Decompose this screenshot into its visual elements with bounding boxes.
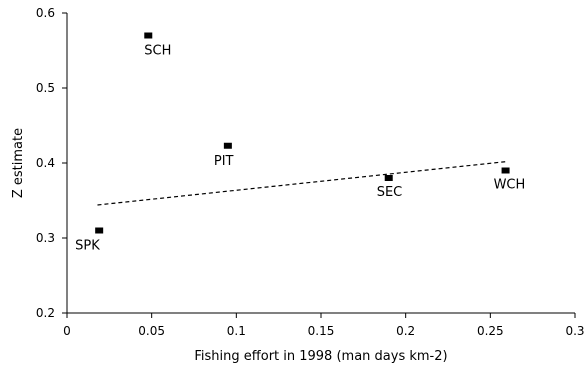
x-tick-label: 0.15 (308, 324, 335, 338)
data-points: SCH PIT SEC WCH SPK (75, 32, 526, 254)
data-point (501, 167, 510, 174)
x-tick-label: 0.25 (477, 324, 504, 338)
trendline-group (97, 160, 508, 206)
y-tick-label: 0.6 (36, 6, 55, 20)
y-tick-label: 0.5 (36, 81, 55, 95)
data-point (223, 142, 232, 149)
x-tick-label: 0.1 (227, 324, 246, 338)
data-point (144, 32, 153, 39)
point-label: PIT (214, 154, 234, 169)
trendline (97, 160, 508, 206)
x-tick-label: 0.2 (396, 324, 415, 338)
y-tick-label: 0.4 (36, 156, 55, 170)
point-label: SCH (144, 44, 171, 59)
axes: 0.2 0.3 0.4 0.5 0.6 0 0.05 0.1 0.15 0.2 0.25 0.3 (36, 6, 585, 338)
x-tick-label: 0.05 (138, 324, 165, 338)
point-label: SEC (377, 185, 403, 200)
y-tick-label: 0.2 (36, 306, 55, 320)
point-label: SPK (75, 239, 100, 254)
y-axis-title: Z estimate (11, 128, 26, 198)
x-tick-label: 0 (63, 324, 71, 338)
data-point (384, 175, 393, 181)
x-axis-title: Fishing effort in 1998 (man days km-2) (194, 349, 447, 364)
data-point (95, 227, 104, 234)
y-tick-label: 0.3 (36, 231, 55, 245)
x-tick-label: 0.3 (565, 324, 584, 338)
point-label: WCH (494, 178, 526, 193)
